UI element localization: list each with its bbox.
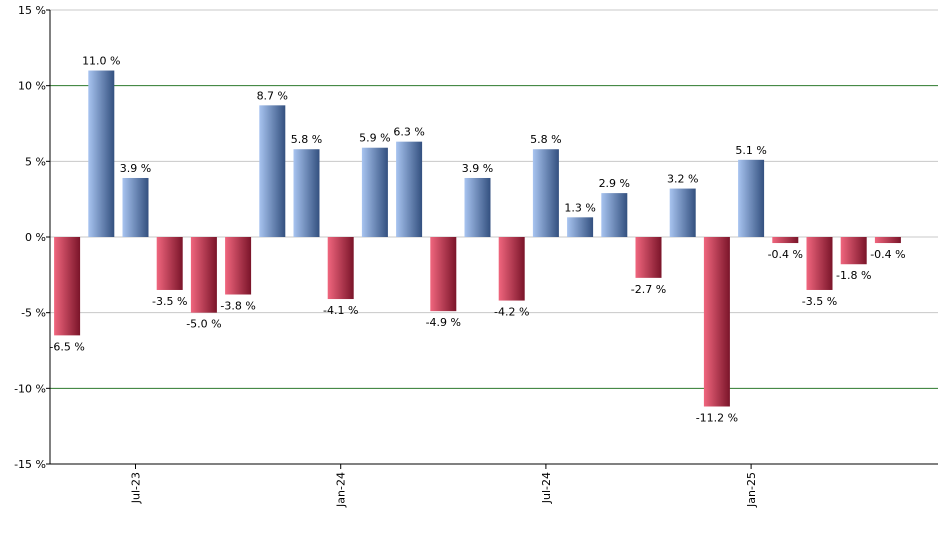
bar-value-label: -6.5 % (49, 340, 84, 353)
bar-value-label: 11.0 % (82, 55, 120, 68)
bar-value-label: -1.8 % (836, 269, 871, 282)
bar-value-label: -4.2 % (494, 306, 529, 319)
bar-value-label: 3.2 % (667, 173, 698, 186)
bar-negative (806, 237, 833, 290)
bar-positive (88, 70, 115, 238)
bar-positive (293, 149, 320, 237)
bar-value-label: 3.9 % (120, 162, 151, 175)
bar-value-label: 8.7 % (257, 89, 288, 102)
bar-value-label: -0.4 % (768, 248, 803, 261)
y-tick-label: 10 % (18, 80, 46, 93)
bar-value-label: 6.3 % (393, 126, 424, 139)
bar-value-label: 5.1 % (735, 144, 766, 157)
bar-positive (259, 105, 286, 237)
bar-positive (396, 141, 423, 237)
bar-value-label: 5.9 % (359, 132, 390, 145)
y-tick-label: -5 % (21, 307, 46, 320)
y-tick-label: -10 % (14, 382, 46, 395)
bar-value-label: 1.3 % (564, 201, 595, 214)
x-tick-label: Jan-25 (745, 472, 758, 508)
x-tick-label: Jul-24 (540, 472, 553, 504)
bar-value-label: -5.0 % (186, 318, 221, 331)
bar-value-label: -3.5 % (802, 295, 837, 308)
bar-value-label: 5.8 % (530, 133, 561, 146)
bar-positive (361, 147, 388, 237)
bar-value-label: -0.4 % (870, 248, 905, 261)
bar-negative (225, 237, 252, 295)
y-tick-label: 15 % (18, 4, 46, 17)
bar-negative (703, 237, 730, 407)
bar-negative (874, 237, 901, 244)
bar-value-label: -4.9 % (426, 316, 461, 329)
bar-negative (430, 237, 457, 312)
bar-value-label: -11.2 % (696, 411, 738, 424)
bar-value-label: 5.8 % (291, 133, 322, 146)
bar-positive (669, 188, 696, 237)
x-tick-label: Jul-23 (130, 472, 143, 504)
grid-lines (50, 9, 938, 465)
x-tick-label: Jan-24 (335, 472, 348, 508)
labels: 15 % 10 % 5 % 0 % -5 % -10 % -15 % -6.5 % 11.0 %… (14, 4, 906, 508)
bar-negative (772, 237, 799, 244)
bar-positive (738, 159, 765, 237)
y-tick-label: 5 % (25, 155, 46, 168)
bar-value-label: -3.8 % (220, 300, 255, 313)
bar-positive (122, 177, 149, 237)
bar-value-label: -3.5 % (152, 295, 187, 308)
bar-positive (464, 177, 491, 237)
bar-negative (190, 237, 217, 313)
y-tick-label: -15 % (14, 458, 46, 471)
bar-negative (840, 237, 867, 265)
bar-negative (54, 237, 81, 336)
bars (54, 70, 901, 407)
y-tick-label: 0 % (25, 231, 46, 244)
bar-negative (635, 237, 662, 278)
bar-positive (601, 193, 628, 237)
bar-value-label: -2.7 % (631, 283, 666, 296)
bar-value-label: -4.1 % (323, 304, 358, 317)
axes (46, 9, 938, 469)
bar-positive (567, 217, 594, 237)
bar-negative (156, 237, 183, 290)
bar-value-label: 2.9 % (599, 177, 630, 190)
bar-value-label: 3.9 % (462, 162, 493, 175)
bar-negative (498, 237, 525, 301)
bar-negative (327, 237, 354, 300)
bar-positive (532, 149, 559, 237)
